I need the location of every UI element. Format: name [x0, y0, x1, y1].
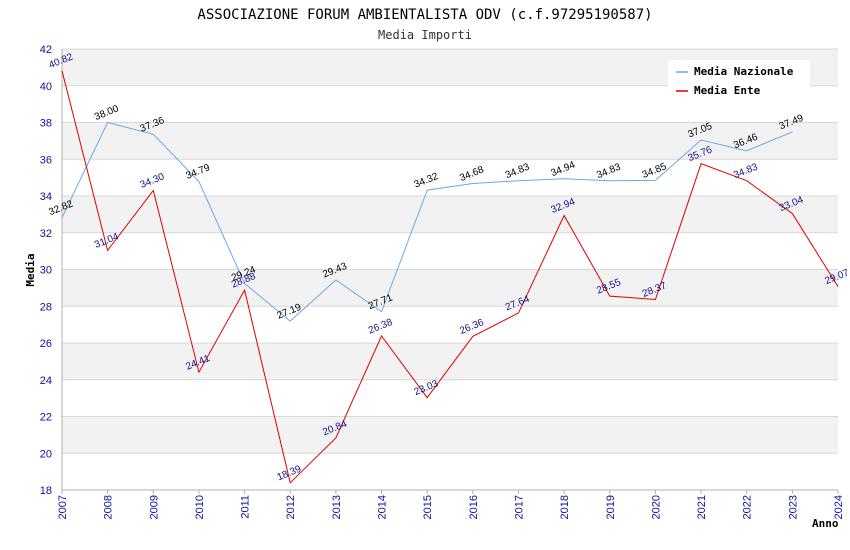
x-axis-label: Anno	[812, 517, 839, 530]
x-tick-label: 2010	[194, 495, 206, 519]
series-line-media-ente	[61, 70, 839, 484]
x-tick-label: 2009	[148, 495, 160, 519]
y-tick-label: 22	[40, 412, 52, 424]
x-tick-label: 2008	[103, 495, 115, 519]
chart-title: ASSOCIAZIONE FORUM AMBIENTALISTA ODV (c.…	[197, 7, 652, 23]
chart-subtitle: Media Importi	[378, 28, 472, 42]
y-tick-label: 34	[40, 191, 52, 203]
grid-band	[62, 306, 838, 343]
grid-band	[62, 416, 838, 454]
x-tick-label: 2020	[650, 495, 662, 519]
y-tick-label: 32	[40, 228, 52, 240]
x-tick-label: 2018	[559, 495, 571, 519]
grid-band	[62, 343, 838, 380]
legend-label-media-ente: Media Ente	[694, 84, 761, 97]
x-tick-label: 2017	[513, 495, 525, 519]
x-axis-ticks: 2007 2008 2009 2010 2011 2012 2013 2014 2015 2016…	[57, 490, 845, 519]
x-tick-label: 2024	[833, 495, 845, 519]
x-tick-label: 2007	[57, 495, 69, 519]
legend-label-media-nazionale: Media Nazionale	[694, 65, 794, 78]
x-tick-label: 2019	[605, 495, 617, 519]
x-tick-label: 2023	[787, 495, 799, 519]
y-tick-label: 42	[40, 44, 52, 56]
grid-bands	[62, 48, 838, 491]
legend: Media Nazionale Media Ente	[668, 60, 810, 98]
y-axis-ticks: 18 20 22 24 26 28 30 32 34 36 38 40 42	[40, 44, 52, 497]
x-tick-label: 2013	[331, 495, 343, 519]
series-lines	[61, 70, 839, 484]
axes	[61, 49, 838, 491]
x-tick-label: 2015	[422, 495, 434, 519]
y-tick-label: 26	[40, 338, 52, 350]
series-line-media-nazionale	[61, 121, 793, 322]
grid-band	[62, 379, 838, 417]
y-tick-label: 40	[40, 81, 52, 93]
legend-box	[668, 60, 810, 98]
y-tick-label: 36	[40, 154, 52, 166]
x-tick-label: 2016	[468, 495, 480, 519]
grid-band	[62, 453, 838, 490]
y-tick-label: 20	[40, 448, 52, 460]
y-tick-label: 18	[40, 485, 52, 497]
x-tick-label: 2012	[285, 495, 297, 519]
x-tick-label: 2021	[696, 495, 708, 519]
grid-band	[62, 159, 838, 196]
y-tick-label: 38	[40, 118, 52, 130]
grid-band	[62, 122, 838, 160]
y-tick-label: 30	[40, 265, 52, 277]
y-tick-label: 24	[40, 375, 52, 387]
x-tick-label: 2022	[742, 495, 754, 519]
grid-band	[62, 232, 838, 270]
x-tick-label: 2011	[240, 495, 252, 519]
grid-band	[62, 269, 838, 307]
x-tick-label: 2014	[377, 495, 389, 519]
y-axis-label: Media	[24, 253, 37, 286]
y-tick-label: 28	[40, 301, 52, 313]
grid-band	[62, 196, 838, 233]
